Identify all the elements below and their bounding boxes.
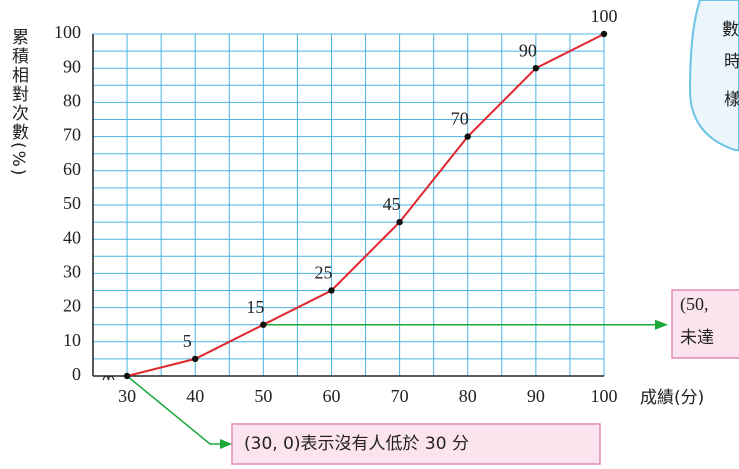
bubble-text: 樣 bbox=[724, 90, 739, 110]
y-tick-label: 80 bbox=[63, 91, 81, 111]
annotation-box bbox=[231, 423, 601, 465]
x-tick-label: 80 bbox=[459, 386, 477, 406]
point bbox=[464, 133, 471, 140]
y-tick-label: 50 bbox=[63, 193, 81, 213]
data-label: 70 bbox=[451, 109, 469, 129]
y-tick-label: 100 bbox=[54, 22, 81, 42]
y-axis-label: 累積相對次數(%) bbox=[8, 28, 29, 177]
x-tick-label: 100 bbox=[591, 386, 618, 406]
bubble-text: 時 bbox=[724, 52, 739, 72]
point bbox=[600, 30, 608, 38]
point bbox=[396, 218, 403, 226]
point bbox=[192, 355, 199, 363]
data-label: 15 bbox=[246, 297, 264, 317]
data-label: 90 bbox=[519, 40, 537, 60]
annotation-text: (50, bbox=[680, 294, 709, 315]
x-tick-label: 90 bbox=[527, 386, 545, 406]
y-tick-label: 10 bbox=[63, 330, 81, 350]
data-label: 25 bbox=[314, 263, 332, 283]
x-tick-label: 60 bbox=[322, 386, 340, 406]
speech-bubble bbox=[688, 0, 739, 151]
point bbox=[328, 287, 335, 294]
annotation-arrow bbox=[126, 375, 222, 445]
data-label: 5 bbox=[183, 331, 192, 351]
point bbox=[532, 65, 540, 72]
axis-break bbox=[102, 375, 115, 381]
bubble-text: 數 bbox=[722, 20, 739, 40]
arrow-head bbox=[220, 439, 232, 449]
x-tick-label: 40 bbox=[186, 386, 204, 406]
y-tick-label: 70 bbox=[63, 125, 81, 145]
x-tick-label: 50 bbox=[254, 386, 272, 406]
data-label: 100 bbox=[591, 6, 618, 26]
y-tick-label: 20 bbox=[63, 296, 81, 316]
y-tick-label: 40 bbox=[63, 227, 81, 247]
data-label: 45 bbox=[383, 194, 401, 214]
x-tick-label: 70 bbox=[391, 386, 409, 406]
x-axis-label: 成績(分) bbox=[640, 388, 704, 408]
y-tick-label: 30 bbox=[63, 262, 81, 282]
line bbox=[126, 33, 605, 377]
annotation-text: (30, 0)表示沒有人低於 30 分 bbox=[244, 434, 469, 454]
y-tick-label: 60 bbox=[63, 159, 81, 179]
annotation-box bbox=[671, 289, 739, 359]
arrow-head bbox=[655, 319, 668, 330]
annotation-text: 未達 bbox=[680, 328, 714, 348]
y-tick-label: 0 bbox=[72, 364, 81, 384]
y-tick-label: 90 bbox=[63, 56, 81, 76]
point bbox=[260, 321, 267, 328]
x-tick-label: 30 bbox=[118, 386, 136, 406]
point bbox=[123, 372, 131, 380]
